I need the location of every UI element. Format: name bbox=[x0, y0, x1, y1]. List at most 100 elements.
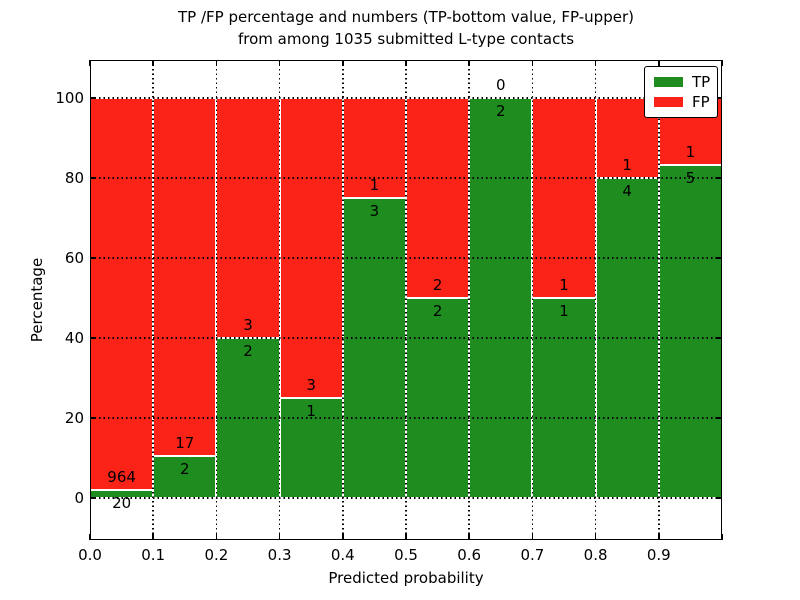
x-tick-label: 0.7 bbox=[520, 546, 545, 564]
x-tick-mark bbox=[468, 534, 470, 540]
fp-count-label: 1 bbox=[369, 176, 380, 194]
gridline-vertical bbox=[342, 60, 344, 540]
legend: TP FP bbox=[644, 66, 718, 118]
tp-count-label: 2 bbox=[180, 460, 190, 478]
x-tick-mark bbox=[278, 534, 281, 540]
tp-count-label: 4 bbox=[622, 182, 632, 200]
x-tick-mark bbox=[468, 60, 470, 66]
tp-count-label: 2 bbox=[496, 102, 506, 120]
tp-count-label: 2 bbox=[432, 302, 443, 320]
x-tick-mark bbox=[721, 534, 723, 540]
gridline-vertical bbox=[531, 60, 534, 540]
gridline-vertical bbox=[658, 60, 660, 540]
bar-segment-fp bbox=[532, 98, 596, 298]
x-tick-label: 0.1 bbox=[141, 546, 166, 564]
y-tick-mark bbox=[716, 417, 722, 419]
x-tick-mark bbox=[342, 534, 344, 540]
x-tick-mark bbox=[405, 534, 407, 540]
x-tick-mark bbox=[658, 60, 660, 66]
fp-count-label: 1 bbox=[685, 142, 696, 161]
fp-count-label: 964 bbox=[107, 468, 136, 486]
x-tick-mark bbox=[89, 534, 91, 540]
legend-swatch-tp bbox=[654, 77, 683, 87]
y-tick-mark bbox=[716, 177, 722, 179]
y-tick-mark bbox=[90, 417, 96, 419]
x-tick-label: 0.0 bbox=[78, 546, 102, 564]
x-tick-mark bbox=[342, 60, 344, 66]
bar-segment-tp bbox=[658, 164, 722, 498]
x-tick-mark bbox=[215, 60, 218, 66]
gridline-vertical bbox=[594, 60, 597, 540]
fp-count-label: 2 bbox=[432, 276, 443, 294]
bar-segment-fp bbox=[153, 98, 217, 456]
y-tick-label: 0 bbox=[74, 489, 84, 507]
legend-swatch-fp bbox=[654, 97, 683, 107]
fp-count-label: 0 bbox=[496, 76, 506, 94]
y-tick-label: 40 bbox=[64, 329, 84, 347]
y-tick-mark bbox=[716, 97, 722, 99]
bar-segment-tp bbox=[406, 298, 470, 498]
x-tick-label: 0.5 bbox=[394, 546, 418, 564]
fp-count-label: 3 bbox=[243, 316, 253, 334]
x-tick-label: 0.2 bbox=[204, 546, 229, 564]
bar-segment-fp bbox=[216, 98, 280, 338]
x-tick-label: 0.9 bbox=[646, 546, 671, 564]
fp-count-label: 1 bbox=[559, 276, 569, 294]
y-tick-mark bbox=[716, 497, 722, 499]
x-tick-mark bbox=[531, 60, 534, 66]
y-tick-mark bbox=[716, 337, 722, 339]
x-tick-label: 0.8 bbox=[583, 546, 608, 564]
fp-count-label: 3 bbox=[306, 376, 316, 394]
gridline-vertical bbox=[215, 60, 218, 540]
tp-count-label: 1 bbox=[306, 402, 316, 420]
gridline-vertical bbox=[152, 60, 154, 540]
y-tick-mark bbox=[90, 97, 96, 99]
y-tick-mark bbox=[90, 257, 96, 259]
x-axis-label: Predicted probability bbox=[328, 569, 484, 587]
gridline-vertical bbox=[468, 60, 470, 540]
tp-count-label: 1 bbox=[559, 302, 569, 320]
y-tick-label: 20 bbox=[64, 409, 84, 427]
y-tick-mark bbox=[90, 337, 96, 339]
x-tick-label: 0.6 bbox=[457, 546, 482, 564]
x-tick-mark bbox=[531, 534, 534, 540]
legend-label-tp: TP bbox=[692, 73, 711, 91]
fp-count-label: 17 bbox=[175, 434, 195, 452]
y-tick-label: 80 bbox=[64, 169, 84, 187]
bar-segment-tp bbox=[469, 98, 533, 498]
bar-segment-fp bbox=[90, 98, 154, 490]
fp-count-label: 1 bbox=[622, 156, 632, 174]
gridline-vertical bbox=[405, 60, 407, 540]
x-tick-mark bbox=[405, 60, 407, 66]
bar-segment-fp bbox=[279, 98, 343, 398]
chart-title-line1: TP /FP percentage and numbers (TP-bottom… bbox=[178, 8, 634, 26]
x-tick-label: 0.4 bbox=[330, 546, 355, 564]
x-tick-mark bbox=[215, 534, 218, 540]
x-tick-mark bbox=[152, 60, 154, 66]
bar-segment-tp bbox=[279, 398, 343, 498]
x-tick-mark bbox=[152, 534, 154, 540]
x-tick-mark bbox=[594, 534, 597, 540]
legend-label-fp: FP bbox=[692, 93, 710, 111]
x-tick-mark bbox=[89, 60, 91, 66]
x-tick-label: 0.3 bbox=[267, 546, 292, 564]
x-tick-mark bbox=[278, 60, 281, 66]
y-tick-mark bbox=[90, 497, 96, 499]
gridline-vertical bbox=[278, 60, 281, 540]
plot-area: 964 20 17 2 3 2 3 1 1 3 2 2 0 2 1 1 1 4 1 5 TP FP bbox=[89, 60, 723, 540]
x-tick-mark bbox=[594, 60, 597, 66]
x-tick-mark bbox=[721, 60, 723, 66]
tp-count-label: 2 bbox=[243, 342, 253, 360]
bar-segment-tp bbox=[342, 198, 406, 498]
legend-entry: FP bbox=[654, 92, 717, 112]
tp-count-label: 3 bbox=[369, 202, 380, 220]
y-tick-label: 60 bbox=[64, 249, 84, 267]
x-tick-mark bbox=[658, 534, 660, 540]
y-tick-label: 100 bbox=[55, 89, 84, 107]
legend-entry: TP bbox=[654, 72, 717, 92]
tp-count-label: 20 bbox=[112, 494, 132, 512]
bar-segment-fp bbox=[406, 98, 470, 298]
bar-segment-fp bbox=[342, 98, 406, 198]
chart-title-line2: from among 1035 submitted L-type contact… bbox=[237, 30, 575, 48]
